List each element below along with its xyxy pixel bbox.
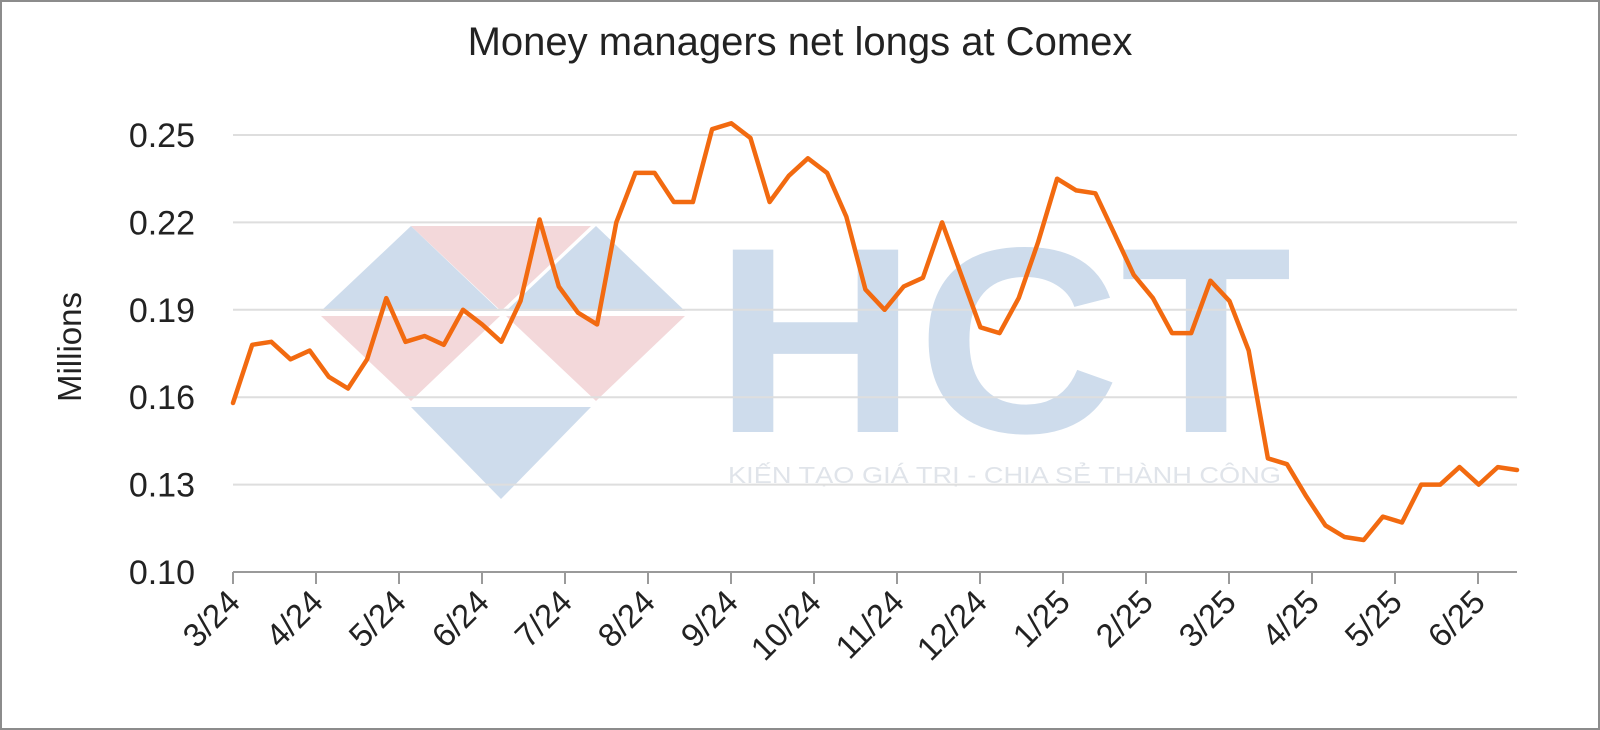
x-tick-label: 2/25 <box>1088 583 1160 655</box>
x-tick-label: 9/24 <box>673 583 745 655</box>
x-tick-label: 3/24 <box>175 583 247 655</box>
grid-layer <box>233 134 1517 573</box>
x-tick-label: 5/24 <box>341 583 413 655</box>
y-tick-label: 0.22 <box>129 204 195 242</box>
y-tick-label: 0.10 <box>129 554 195 592</box>
x-tick-label: 1/25 <box>1005 583 1077 655</box>
x-tick-label: 4/24 <box>258 583 330 655</box>
watermark-diamond-red-right <box>506 316 685 401</box>
watermark-diamond-blue-bottom <box>411 407 591 499</box>
watermark-letters: HCT <box>714 193 1292 489</box>
x-tick-label: 11/24 <box>828 583 911 666</box>
x-tick-label: 6/25 <box>1420 583 1492 655</box>
watermark-logo: HCT KIẾN TẠO GIÁ TRỊ - CHIA SẺ THÀNH CÔN… <box>321 193 1292 499</box>
x-tick-label: 5/25 <box>1337 583 1409 655</box>
x-tick-label: 10/24 <box>743 583 828 668</box>
y-tick-label: 0.19 <box>129 292 195 330</box>
y-axis-label: Millions <box>51 292 88 402</box>
watermark-diamond-blue-right <box>506 226 685 311</box>
x-tick-label: 4/25 <box>1254 583 1326 655</box>
series-line <box>230 121 1520 543</box>
x-tick-label: 8/24 <box>590 583 662 655</box>
chart-title: Money managers net longs at Comex <box>467 20 1133 64</box>
watermark-diamond-red-left <box>321 316 500 401</box>
y-tick-label: 0.13 <box>129 467 195 505</box>
y-tick-label: 0.25 <box>129 117 195 155</box>
series-layer <box>230 121 1520 543</box>
watermark-diamond-blue-left <box>321 226 500 311</box>
x-tick-label: 12/24 <box>909 583 994 668</box>
x-tick-label: 3/25 <box>1171 583 1243 655</box>
x-tick-label: 7/24 <box>507 583 579 655</box>
watermark-tagline: KIẾN TẠO GIÁ TRỊ - CHIA SẺ THÀNH CÔNG <box>728 460 1281 488</box>
y-tick-label: 0.16 <box>129 379 195 417</box>
x-tick-label: 6/24 <box>424 583 496 655</box>
